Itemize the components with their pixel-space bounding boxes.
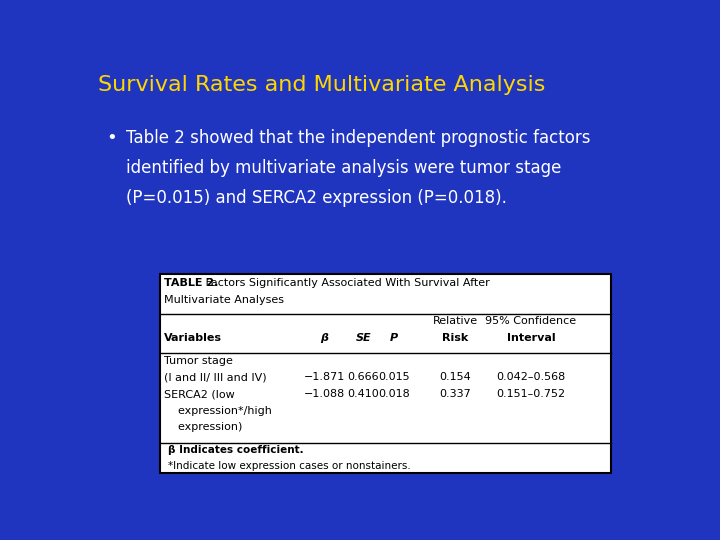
Text: identified by multivariate analysis were tumor stage: identified by multivariate analysis were… [126, 159, 562, 177]
Text: SERCA2 (low: SERCA2 (low [164, 389, 235, 399]
Text: 0.666: 0.666 [348, 373, 379, 382]
Text: Table 2 showed that the independent prognostic factors: Table 2 showed that the independent prog… [126, 129, 591, 147]
Text: (P=0.015) and SERCA2 expression (P=0.018).: (P=0.015) and SERCA2 expression (P=0.018… [126, 189, 507, 207]
Text: β: β [320, 333, 328, 343]
Text: β Indicates coefficient.: β Indicates coefficient. [168, 446, 304, 455]
Text: 0.154: 0.154 [440, 373, 472, 382]
Text: 0.018: 0.018 [378, 389, 410, 399]
FancyBboxPatch shape [160, 274, 611, 473]
Text: SE: SE [356, 333, 372, 343]
Text: TABLE 2.: TABLE 2. [164, 278, 219, 288]
Text: *Indicate low expression cases or nonstainers.: *Indicate low expression cases or nonsta… [168, 461, 411, 471]
Text: •: • [107, 129, 117, 147]
Text: P: P [390, 333, 398, 343]
Text: 0.337: 0.337 [440, 389, 472, 399]
Text: 0.151–0.752: 0.151–0.752 [496, 389, 565, 399]
Text: (I and II/ III and IV): (I and II/ III and IV) [164, 373, 267, 382]
Text: expression): expression) [164, 422, 243, 432]
Text: Multivariate Analyses: Multivariate Analyses [164, 295, 284, 305]
Text: −1.088: −1.088 [304, 389, 345, 399]
Text: Relative: Relative [433, 316, 478, 326]
Text: −1.871: −1.871 [304, 373, 345, 382]
Text: Interval: Interval [506, 333, 555, 343]
Text: 95% Confidence: 95% Confidence [485, 316, 577, 326]
Text: Tumor stage: Tumor stage [164, 356, 233, 366]
Text: Factors Significantly Associated With Survival After: Factors Significantly Associated With Su… [202, 278, 490, 288]
Text: Risk: Risk [442, 333, 469, 343]
Text: Survival Rates and Multivariate Analysis: Survival Rates and Multivariate Analysis [99, 75, 546, 95]
Text: 0.042–0.568: 0.042–0.568 [496, 373, 565, 382]
Text: 0.410: 0.410 [348, 389, 379, 399]
Text: Variables: Variables [164, 333, 222, 343]
Text: expression*/high: expression*/high [164, 406, 272, 416]
Text: 0.015: 0.015 [378, 373, 410, 382]
